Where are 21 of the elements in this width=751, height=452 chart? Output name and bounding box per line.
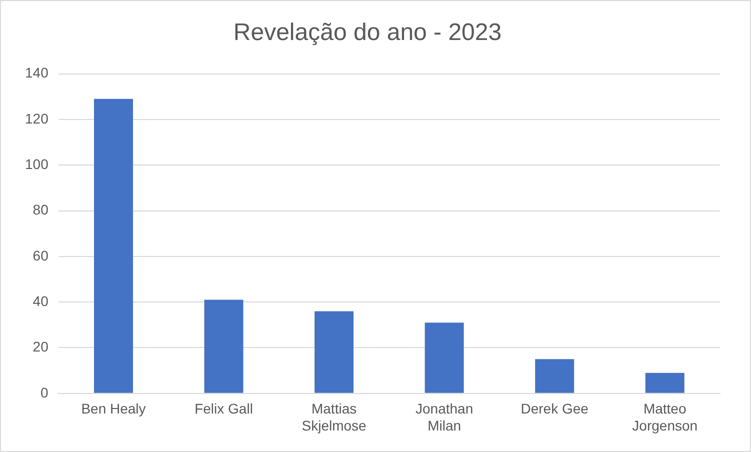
x-tick-label: Matteo Jorgenson <box>632 400 698 434</box>
bar <box>314 311 354 393</box>
x-tick-label: Felix Gall <box>194 400 253 417</box>
y-tick-label: 80 <box>32 202 49 218</box>
x-tick-label: Jonathan Milan <box>416 400 474 434</box>
bar <box>535 359 574 393</box>
chart-title: Revelação do ano - 2023 <box>233 19 502 46</box>
x-tick-label: Mattias Skjelmose <box>302 400 367 434</box>
bar <box>424 322 464 393</box>
y-tick-label: 100 <box>25 156 49 172</box>
x-tick-label: Ben Healy <box>81 400 146 417</box>
y-tick-label: 120 <box>25 110 49 126</box>
y-tick-label: 140 <box>25 64 49 81</box>
y-tick-label: 60 <box>32 247 49 264</box>
bar <box>204 300 244 393</box>
y-tick-label: 40 <box>32 292 49 309</box>
y-tick-label: 0 <box>40 384 49 400</box>
y-tick-label: 20 <box>32 338 49 355</box>
bar <box>94 98 133 393</box>
x-tick-label: Derek Gee <box>520 400 589 417</box>
bar <box>645 372 684 393</box>
